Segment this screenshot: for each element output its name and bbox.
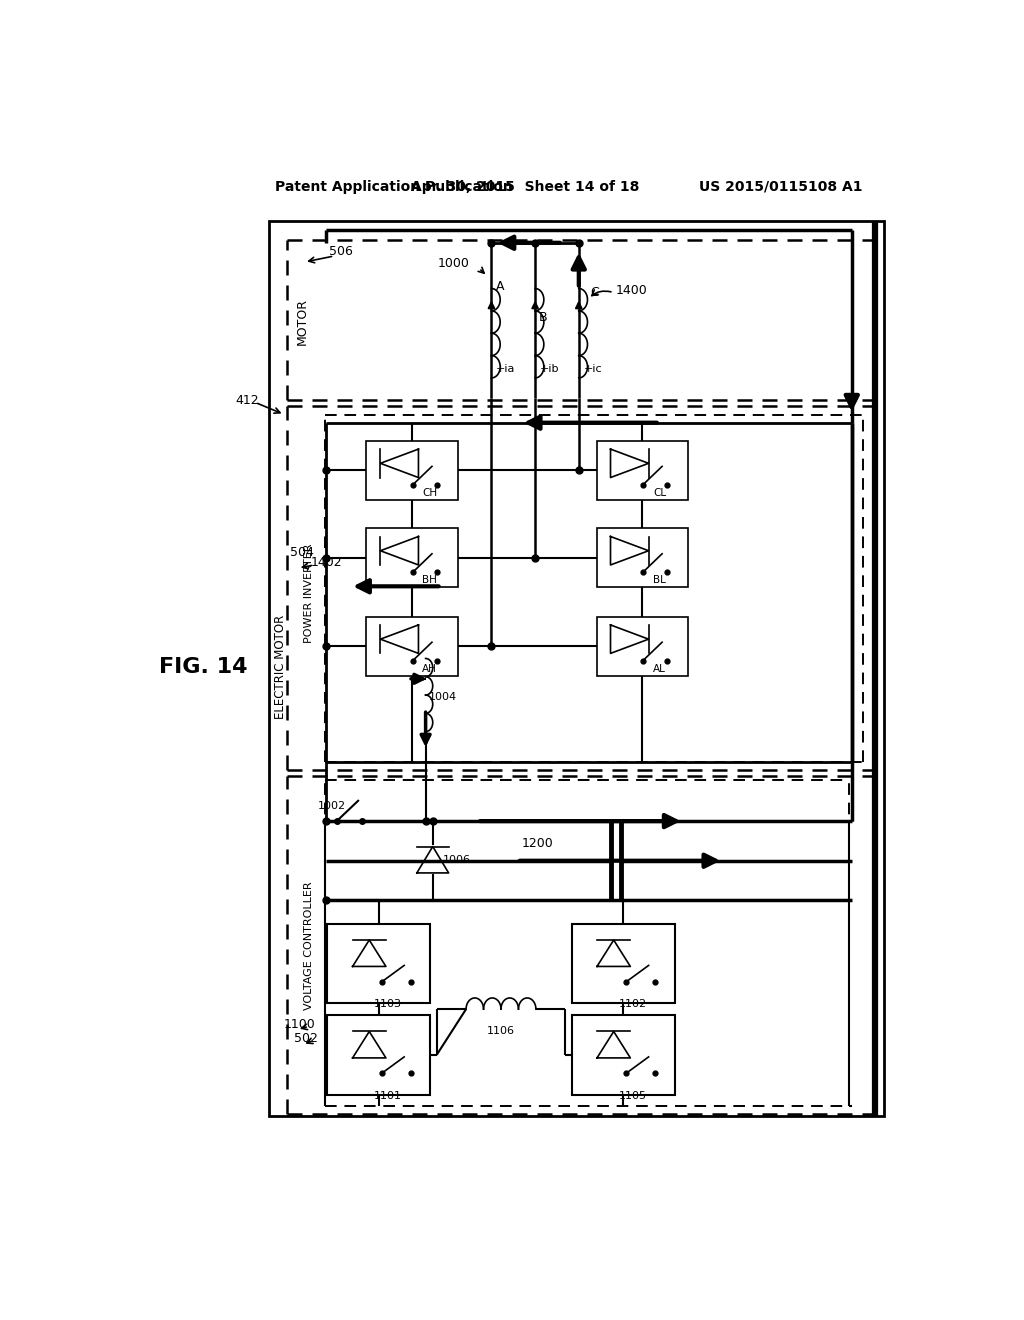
Bar [597,441,688,500]
Text: +ia: +ia [497,364,516,374]
Text: 1103: 1103 [375,999,402,1008]
Text: CH: CH [422,488,437,498]
Bar [571,1015,675,1094]
Text: CL: CL [653,488,667,498]
Text: 1200: 1200 [521,837,553,850]
Bar [571,924,675,1003]
Bar [367,441,458,500]
Bar [597,616,688,676]
Text: 1101: 1101 [375,1090,402,1101]
Text: 504: 504 [290,546,313,560]
Text: US 2015/0115108 A1: US 2015/0115108 A1 [699,180,863,194]
Text: 502: 502 [294,1032,317,1045]
Text: VOLTAGE CONTROLLER: VOLTAGE CONTROLLER [304,882,314,1010]
Text: 1402: 1402 [310,557,342,569]
Text: Patent Application Publication: Patent Application Publication [274,180,513,194]
Text: 1100: 1100 [284,1018,315,1031]
Text: Apr. 30, 2015  Sheet 14 of 18: Apr. 30, 2015 Sheet 14 of 18 [411,180,639,194]
Text: 1006: 1006 [442,855,471,865]
Bar [328,1015,430,1094]
Text: 1002: 1002 [317,801,346,810]
Text: AL: AL [653,664,667,673]
Text: 1105: 1105 [618,1090,647,1101]
Text: BL: BL [653,576,667,585]
Text: 1400: 1400 [615,284,647,297]
Text: AH: AH [422,664,437,673]
Text: FIG. 14: FIG. 14 [159,656,248,677]
Text: B: B [539,312,547,325]
Text: 1000: 1000 [437,256,469,269]
Text: 412: 412 [236,393,259,407]
Text: 1004: 1004 [429,692,457,702]
Bar [367,528,458,587]
Bar [367,616,458,676]
Text: ELECTRIC MOTOR: ELECTRIC MOTOR [273,615,287,718]
Text: A: A [497,280,505,293]
Bar [328,924,430,1003]
Text: C: C [591,286,599,300]
Text: +ib: +ib [540,364,559,374]
Text: MOTOR: MOTOR [296,297,309,345]
Text: +ic: +ic [584,364,602,374]
Bar [269,222,885,1115]
Text: POWER INVERTER: POWER INVERTER [304,544,314,643]
Text: 506: 506 [329,246,352,259]
Text: 1102: 1102 [618,999,647,1008]
Text: BH: BH [422,576,437,585]
Text: 1106: 1106 [487,1027,515,1036]
Bar [597,528,688,587]
